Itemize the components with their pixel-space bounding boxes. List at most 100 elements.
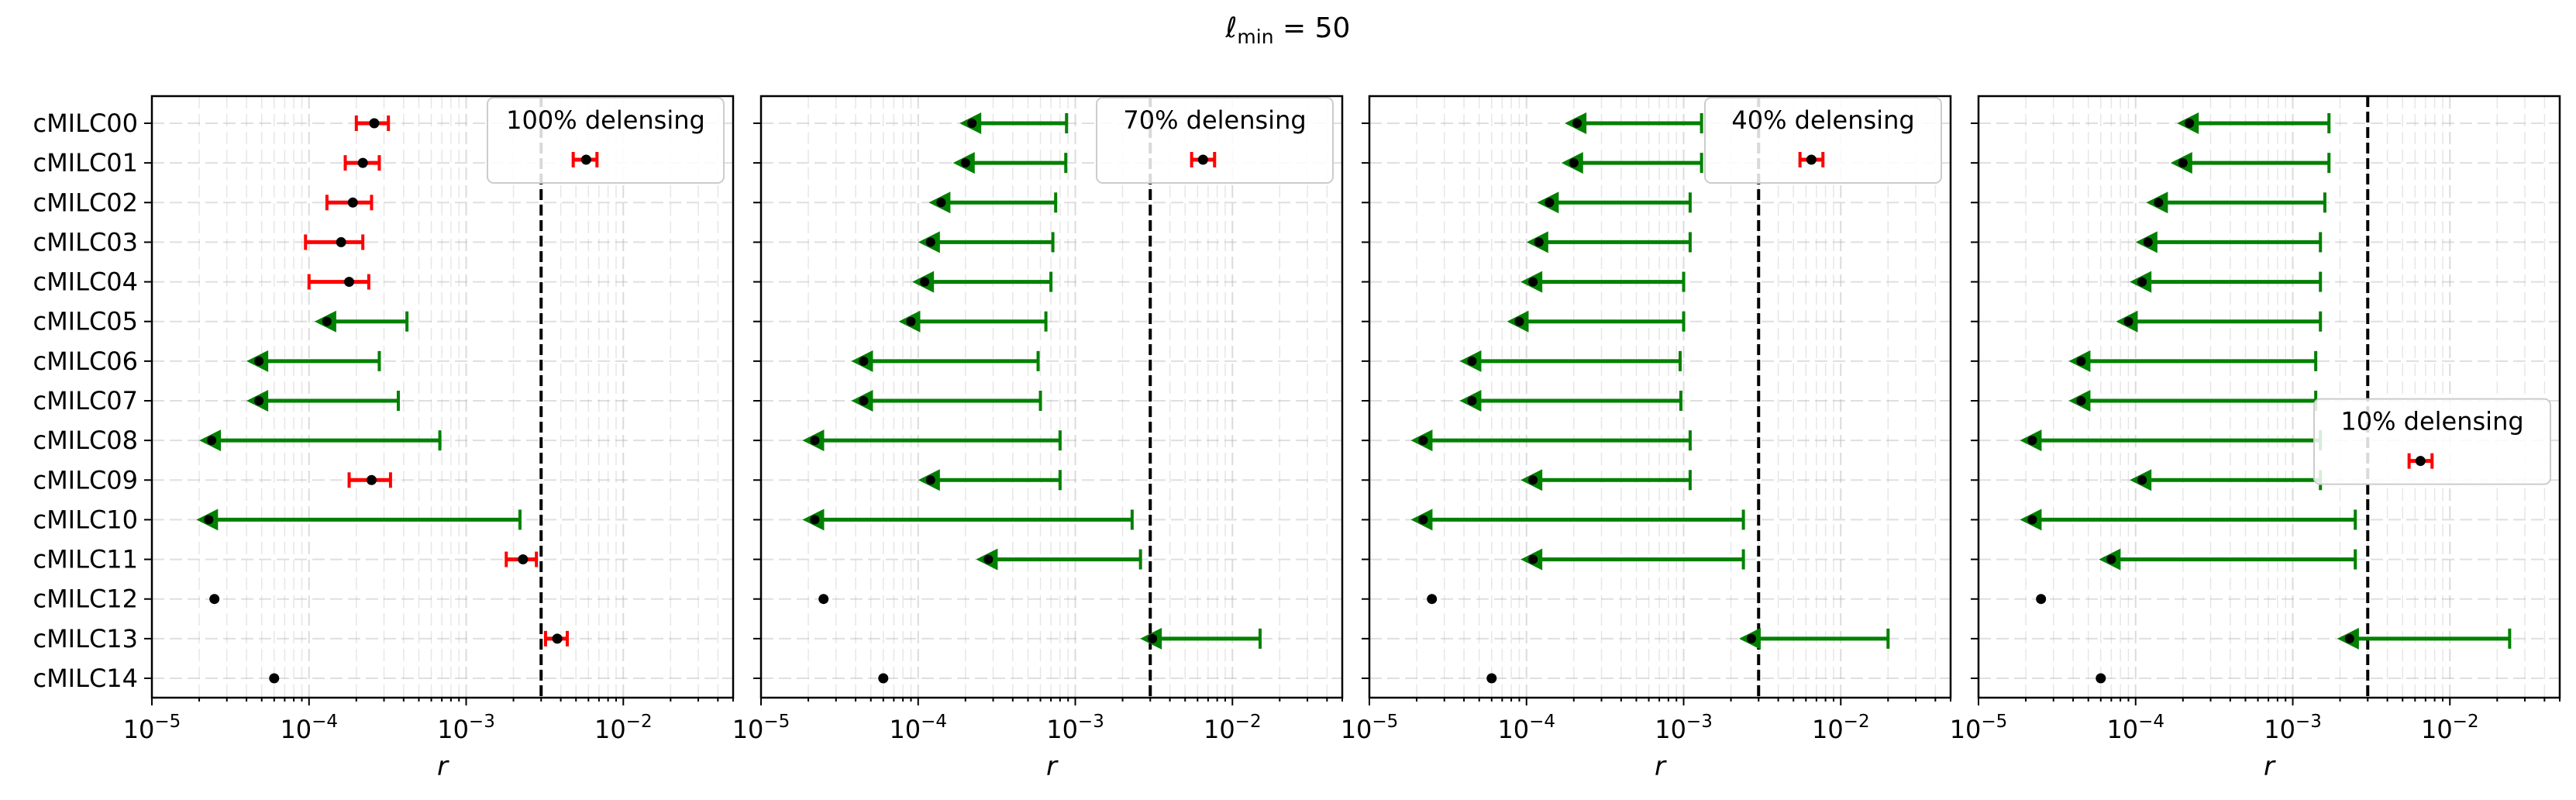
legend-box (1096, 97, 1334, 184)
data-point (347, 197, 358, 208)
x-tick-base: 10 (1204, 715, 1235, 744)
x-tick-base: 10 (2264, 715, 2295, 744)
data-point (1486, 673, 1497, 684)
data-point (2185, 119, 2195, 128)
data-point (254, 396, 264, 405)
x-tick-base: 10 (889, 715, 921, 744)
x-tick-exponent: −3 (2295, 712, 2322, 732)
data-point (254, 356, 264, 366)
y-tick-label: cMILC05 (33, 307, 138, 336)
x-tick-exponent: −3 (469, 712, 495, 732)
data-point (2123, 316, 2133, 326)
data-point (878, 673, 889, 684)
y-tick-label: cMILC12 (33, 584, 138, 614)
data-point (818, 594, 829, 605)
x-tick-base: 10 (1046, 715, 1078, 744)
data-point (1746, 633, 1756, 643)
ell-symbol: ℓ (1225, 12, 1238, 44)
data-point (2137, 475, 2147, 485)
x-tick-label: 10−4 (280, 712, 338, 744)
y-tick-label: cMILC13 (33, 624, 138, 653)
x-tick-exponent: −2 (1235, 712, 1262, 732)
data-point (366, 474, 377, 485)
legend-marker-point (2415, 456, 2426, 467)
x-tick-base: 10 (2106, 715, 2138, 744)
x-tick-base: 10 (594, 715, 626, 744)
data-point (1467, 396, 1477, 405)
x-axis-label: r (2264, 751, 2276, 782)
x-tick-exponent: −2 (626, 712, 653, 732)
x-axis-label: r (437, 751, 449, 782)
x-tick-base: 10 (123, 715, 155, 744)
data-point (2096, 673, 2106, 684)
data-point (1418, 515, 1428, 525)
data-point (369, 118, 380, 129)
x-tick-exponent: −5 (1372, 712, 1398, 732)
data-point (204, 515, 214, 525)
data-point (2137, 277, 2147, 287)
data-point (1569, 158, 1579, 168)
legend-box (487, 97, 725, 184)
data-point (920, 277, 930, 287)
data-point (983, 554, 994, 564)
data-point (936, 198, 946, 208)
data-point (2106, 554, 2116, 564)
x-tick-base: 10 (1341, 715, 1372, 744)
data-point (1528, 277, 1538, 287)
data-point (2178, 158, 2188, 168)
data-point (967, 119, 977, 128)
axes-frame (1368, 95, 1952, 699)
x-tick-exponent: −4 (312, 712, 338, 732)
x-tick-label: 10−3 (2264, 712, 2322, 744)
data-point (859, 396, 869, 405)
x-tick-exponent: −5 (154, 712, 181, 732)
x-tick-label: 10−2 (594, 712, 653, 744)
x-tick-exponent: −4 (2138, 712, 2164, 732)
legend-label: 100% delensing (506, 105, 705, 135)
data-point (269, 673, 280, 684)
data-point (2143, 237, 2153, 247)
y-tick-label: cMILC08 (33, 426, 138, 455)
y-tick-label: cMILC10 (33, 505, 138, 534)
x-tick-base: 10 (1497, 715, 1529, 744)
data-point (1514, 316, 1524, 326)
data-point (1528, 554, 1538, 564)
title-value: = 50 (1273, 12, 1351, 44)
legend-label: 70% delensing (1123, 105, 1306, 135)
data-point (209, 594, 220, 605)
y-tick-label: cMILC14 (33, 664, 138, 693)
x-axis-label: r (1046, 751, 1059, 782)
x-tick-exponent: −3 (1078, 712, 1104, 732)
y-tick-label: cMILC11 (33, 545, 138, 574)
x-tick-label: 10−5 (1950, 712, 2008, 744)
data-point (336, 236, 346, 247)
x-tick-exponent: −2 (1844, 712, 1870, 732)
data-point (322, 316, 332, 326)
data-point (2344, 633, 2354, 643)
x-tick-exponent: −5 (763, 712, 790, 732)
x-tick-label: 10−2 (2421, 712, 2479, 744)
x-tick-label: 10−3 (1046, 712, 1104, 744)
x-tick-label: 10−5 (123, 712, 181, 744)
data-point (207, 436, 217, 446)
axes-frame (759, 95, 1344, 699)
data-point (518, 554, 529, 565)
legend-marker-point (1197, 154, 1208, 165)
x-tick-base: 10 (1950, 715, 1982, 744)
data-point (960, 158, 970, 168)
data-point (344, 277, 355, 288)
x-tick-exponent: −5 (1981, 712, 2007, 732)
data-point (1572, 119, 1582, 128)
legend-marker-point (1806, 154, 1817, 165)
legend-box (2313, 398, 2551, 485)
x-tick-label: 10−5 (1341, 712, 1399, 744)
ell-subscript: min (1237, 26, 1274, 48)
data-point (1528, 475, 1538, 485)
data-point (1534, 237, 1544, 247)
y-tick-label: cMILC04 (33, 267, 138, 297)
data-point (2076, 396, 2086, 405)
